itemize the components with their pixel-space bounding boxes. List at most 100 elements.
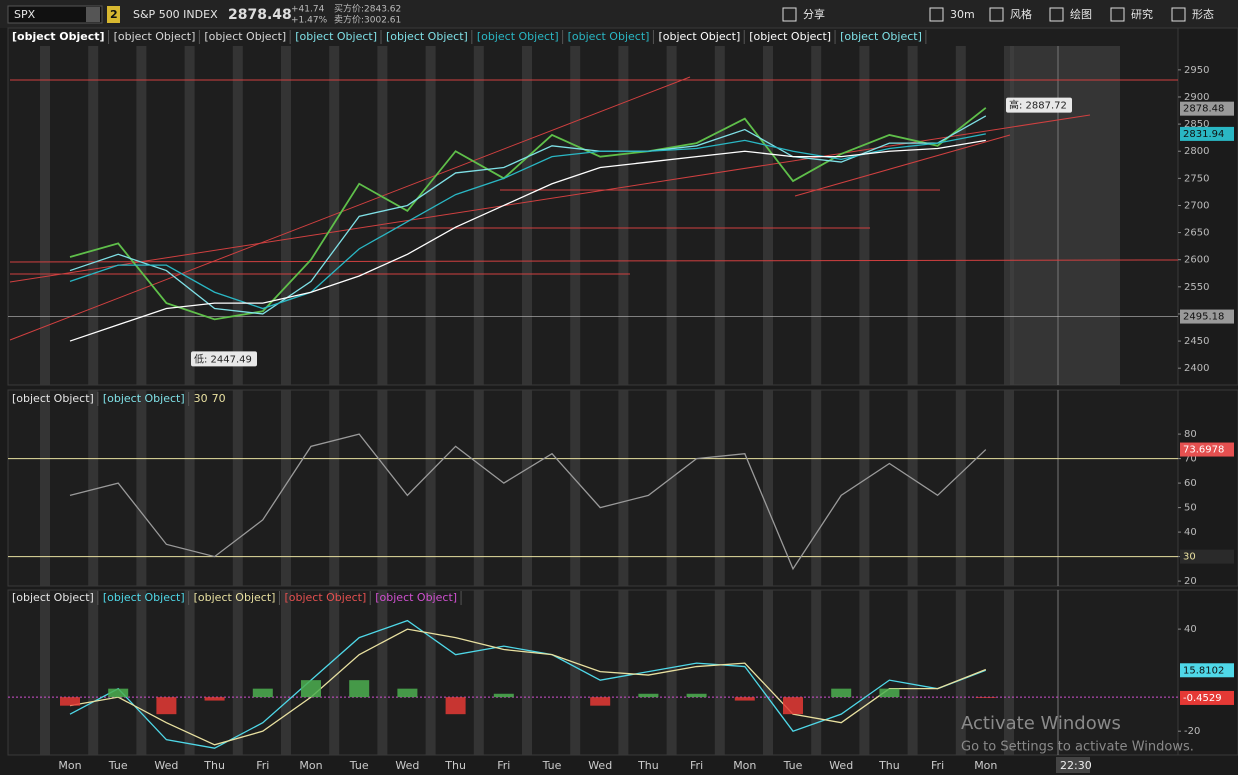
button-icon[interactable] — [929, 7, 944, 22]
trend-line — [9, 259, 1179, 263]
study-label[interactable]: [object Object] — [114, 30, 196, 43]
annotation-box — [191, 351, 257, 367]
study-label[interactable]: [object Object] — [375, 591, 457, 604]
session-stripe — [88, 590, 99, 755]
x-tick-label: Tue — [349, 759, 369, 772]
y-tick-label: 60 — [1184, 478, 1197, 489]
histogram-bar — [686, 693, 707, 698]
y-tick-label: 2900 — [1184, 92, 1209, 103]
histogram-bar — [879, 688, 900, 698]
series-line — [69, 619, 987, 749]
session-stripe — [40, 590, 50, 755]
value-box-label: 2831.94 — [1183, 129, 1224, 140]
study-label[interactable]: [object Object] — [204, 30, 286, 43]
y-tick-label: 2600 — [1184, 255, 1209, 266]
button[interactable]: 风格 — [1010, 7, 1032, 21]
button-icon[interactable] — [1049, 7, 1064, 22]
x-tick-label: Wed — [395, 759, 419, 772]
series-line — [69, 139, 986, 342]
x-tick-label: Fri — [256, 759, 269, 772]
histogram-bar — [108, 688, 129, 698]
session-stripe — [1004, 390, 1014, 586]
value-box — [1180, 690, 1234, 705]
session-stripe — [859, 390, 870, 586]
session-stripe — [425, 390, 436, 586]
button-icon[interactable] — [989, 7, 1004, 22]
study-label[interactable]: [object Object] — [658, 30, 740, 43]
last-price: 2878.48 — [228, 7, 292, 23]
histogram-bar — [831, 688, 852, 698]
histogram-bar — [783, 697, 803, 715]
session-stripe — [425, 46, 436, 385]
session-stripe — [40, 46, 50, 385]
button-icon[interactable] — [1171, 7, 1186, 22]
session-stripe — [329, 46, 340, 385]
link-group[interactable]: 2 — [110, 8, 118, 21]
button-icon[interactable] — [782, 7, 797, 22]
histogram-bar — [349, 680, 370, 698]
session-stripe — [1004, 590, 1014, 755]
histogram-bar — [204, 697, 225, 701]
histogram-bar — [156, 697, 177, 715]
description: S&P 500 INDEX — [133, 8, 218, 21]
value-box-label: 15.8102 — [1183, 665, 1224, 676]
y-tick-label: 40 — [1184, 624, 1197, 635]
session-stripe — [811, 590, 822, 755]
toolbar — [0, 0, 1238, 28]
study-label[interactable]: [object Object] — [386, 30, 468, 43]
session-stripe — [473, 46, 484, 385]
study-label[interactable]: [object Object] — [295, 30, 377, 43]
y-tick-label: 2650 — [1184, 228, 1209, 239]
level-legend[interactable]: 70 — [212, 392, 226, 405]
study-label[interactable]: [object Object] — [284, 591, 366, 604]
study-label[interactable]: [object Object] — [12, 392, 94, 405]
session-stripe — [136, 46, 147, 385]
symbol-box[interactable] — [7, 5, 103, 24]
x-tick-label: Tue — [108, 759, 128, 772]
study-label[interactable]: [object Object] — [749, 30, 831, 43]
y-tick-label: 2800 — [1184, 146, 1209, 157]
value-box — [1180, 549, 1234, 564]
study-label[interactable]: [object Object] — [12, 30, 105, 43]
button[interactable]: 形态 — [1192, 8, 1214, 21]
study-label[interactable]: [object Object] — [568, 30, 650, 43]
panel-bg — [7, 589, 1179, 756]
button[interactable]: 绘图 — [1070, 7, 1092, 21]
session-stripe — [618, 390, 629, 586]
session-stripe — [570, 590, 581, 755]
button[interactable]: 分享 — [803, 7, 825, 21]
link-box[interactable] — [107, 6, 120, 23]
x-tick-label: Mon — [733, 759, 756, 772]
y-tick-label: 2400 — [1184, 363, 1209, 374]
button[interactable]: 研究 — [1131, 7, 1153, 21]
study-label[interactable]: [object Object] — [194, 591, 276, 604]
session-stripe — [329, 390, 340, 586]
session-stripe — [570, 46, 581, 385]
session-stripe — [714, 46, 725, 385]
study-label[interactable]: [object Object] — [103, 591, 185, 604]
study-label[interactable]: [object Object] — [12, 591, 94, 604]
panel-bg — [7, 27, 1179, 386]
study-label[interactable]: [object Object] — [477, 30, 559, 43]
session-stripe — [763, 590, 773, 755]
y-tick-label: 2750 — [1184, 173, 1209, 184]
symbol[interactable]: SPX — [14, 8, 36, 21]
value-box-label: 30 — [1183, 552, 1196, 563]
value-box — [1180, 309, 1234, 324]
histogram-bar — [445, 697, 466, 715]
value-box-label: -0.4529 — [1183, 693, 1222, 704]
symbol-dropdown[interactable] — [86, 7, 100, 22]
x-tick-label: Tue — [783, 759, 803, 772]
toolbar-buttons: 分享 30m 风格 绘图 研究 形态 — [782, 7, 1214, 22]
session-stripe — [811, 46, 822, 385]
session-stripe — [425, 590, 436, 755]
study-label[interactable]: [object Object] — [840, 30, 922, 43]
button[interactable]: 30m — [950, 8, 975, 21]
value-box-label: 73.6978 — [1183, 445, 1224, 456]
study-label[interactable]: [object Object] — [103, 392, 185, 405]
session-stripe — [859, 590, 870, 755]
session-stripe — [377, 590, 388, 755]
value-box-label: 2495.18 — [1183, 312, 1224, 323]
button-icon[interactable] — [1110, 7, 1125, 22]
level-legend[interactable]: 30 — [194, 392, 208, 405]
